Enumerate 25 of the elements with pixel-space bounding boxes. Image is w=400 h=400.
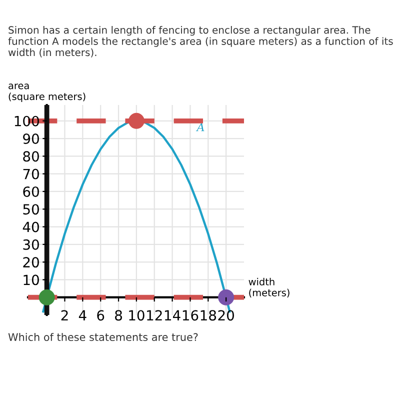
x-tick-label: 18	[200, 310, 216, 321]
y-tick-label: 70	[23, 168, 39, 180]
y-tick-label: 40	[22, 222, 39, 232]
x-tick-label: 4	[78, 310, 86, 320]
x-tick-label: 6	[97, 310, 104, 321]
y-tick-label: 30	[23, 239, 39, 250]
y-tick-label: 10	[24, 274, 39, 286]
x-tick-label: 10	[129, 310, 144, 321]
y-tick-label: 90	[23, 134, 39, 144]
y-tick-label: 20	[23, 257, 39, 268]
y-axis-title: area (square meters)	[8, 84, 86, 102]
x-tick-label: 2	[61, 310, 68, 320]
text: Which of these statements are true?	[8, 332, 198, 342]
y-tick-label: 50	[23, 204, 39, 215]
x-tick-label: 12	[147, 310, 162, 320]
x-tick-label: 8	[115, 310, 122, 321]
x-tick-label: 16	[182, 310, 198, 321]
y-tick-label: 60	[23, 186, 39, 197]
x-tick-label: 20	[218, 310, 234, 321]
y-tick-label: 100	[14, 116, 39, 126]
x-tick-label: 14	[164, 310, 180, 320]
chart-title: Simon has a certain length of fencing to enclose a rectangular area. The function A models the rectangle's area (in square meters) as a function of its width (in meters).	[8, 26, 393, 58]
y-tick-label: 80	[23, 151, 39, 162]
text: A	[196, 123, 204, 132]
x-axis-title: width (meters)	[248, 278, 290, 298]
